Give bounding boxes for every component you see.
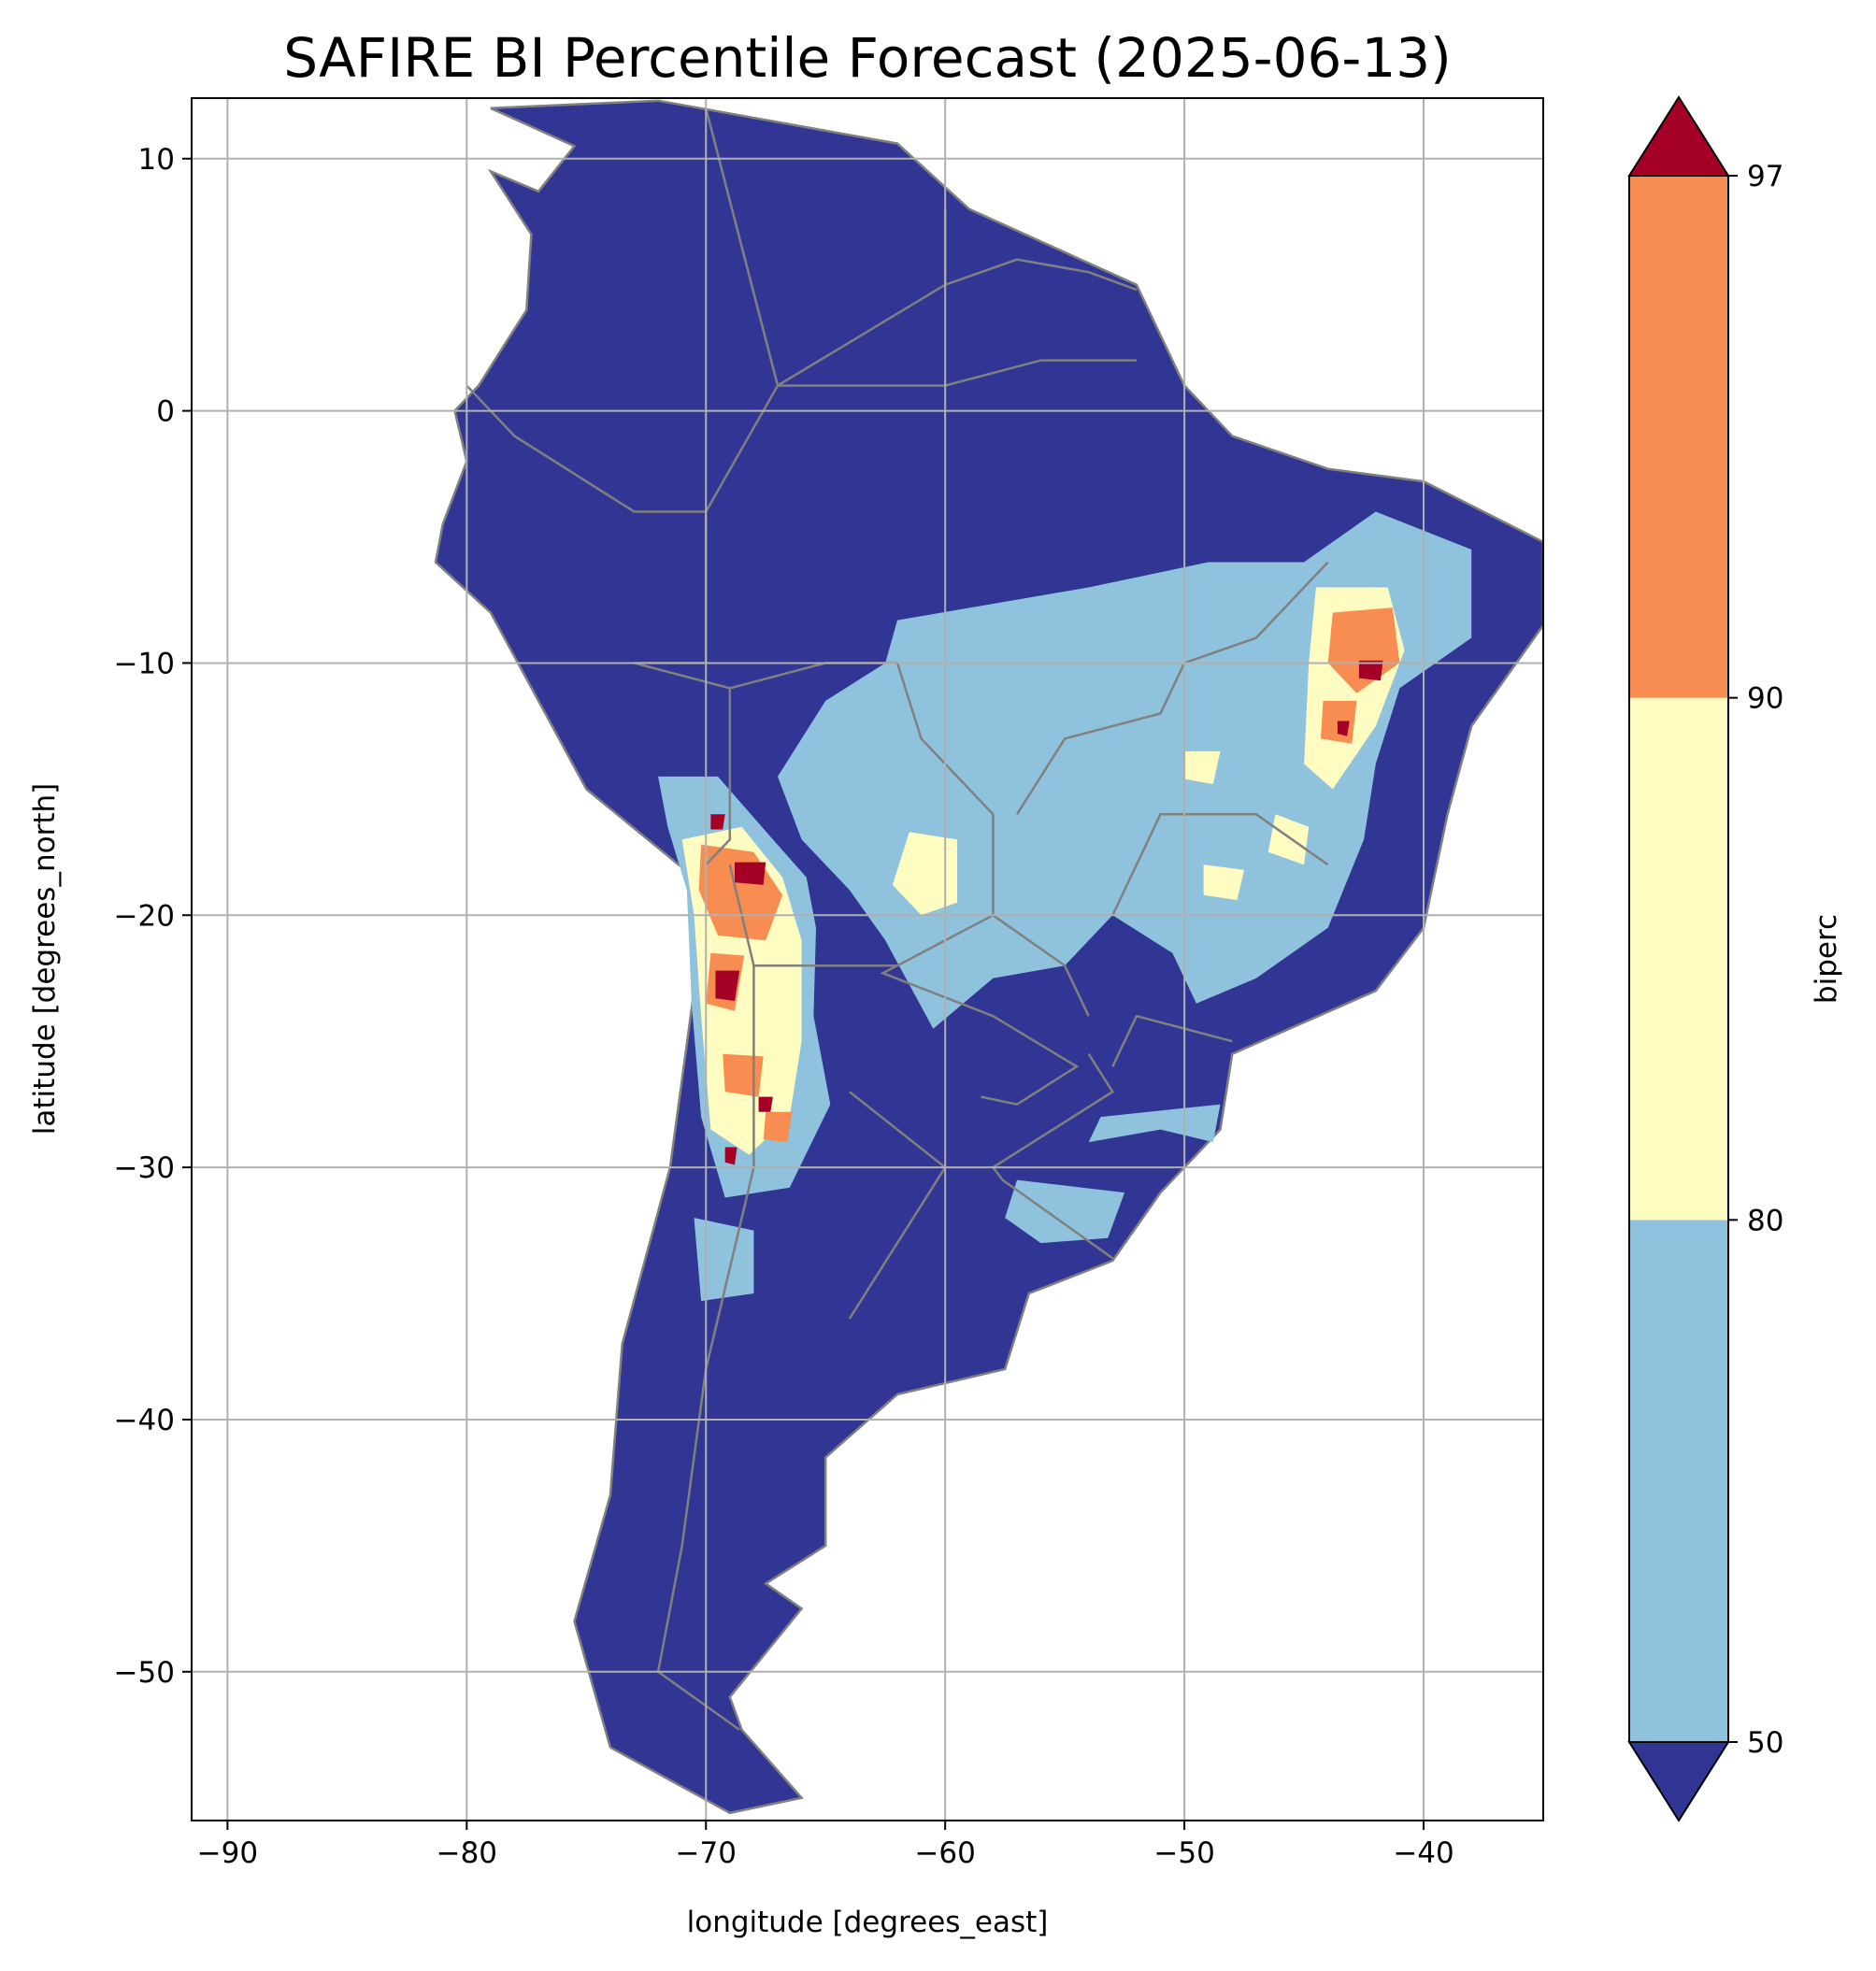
y-tick-label: 10 [138, 143, 175, 177]
country-border [1111, 813, 1329, 916]
colorbar-segment [1629, 176, 1728, 698]
y-tick-label: 0 [156, 395, 175, 429]
percentile-90-97-region [1327, 607, 1400, 693]
gridlines [192, 98, 1543, 1821]
colorbar-tick-label: 97 [1747, 160, 1783, 193]
y-tick-label: −20 [114, 899, 175, 933]
percentile-90-97-region [763, 1111, 793, 1143]
percentile-90-97-region [723, 1053, 764, 1097]
y-tick-label: −30 [114, 1151, 175, 1185]
plot-frame [191, 97, 1544, 1821]
percentile-80-90-region [1267, 814, 1310, 865]
map-layers [192, 98, 1543, 1821]
country-border [848, 1091, 947, 1320]
x-axis-label: longitude [degrees_east] [687, 1906, 1049, 1939]
percentile-50-80-region [1088, 1104, 1221, 1143]
percentile-above-97-region [724, 1147, 738, 1165]
x-tick-label: −40 [1393, 1836, 1454, 1870]
country-border [1015, 561, 1329, 815]
colorbar-extend-max [1627, 95, 1730, 177]
country-border [992, 914, 1090, 1017]
y-axis-ticks: 10 0 −10 −20 −30 −40 −50 [114, 143, 192, 1690]
percentile-80-90-region [892, 832, 957, 916]
percentile-above-97-layer [710, 660, 1383, 1165]
x-axis-ticks: −90 −80 −70 −60 −50 −40 [197, 1821, 1454, 1870]
colorbar-segment [1629, 697, 1728, 1221]
colorbar-segment [1629, 1220, 1728, 1742]
country-border [880, 964, 1080, 1107]
percentile-above-97-region [758, 1096, 773, 1112]
y-tick-label: −50 [114, 1656, 175, 1690]
x-tick-label: −70 [676, 1836, 737, 1870]
x-tick-label: −90 [197, 1836, 258, 1870]
colorbar-frame [1628, 175, 1729, 1743]
percentile-80-90-region [1184, 750, 1221, 784]
colorbar-tick-label: 50 [1747, 1726, 1783, 1760]
percentile-50-80-region [1005, 1179, 1125, 1244]
country-border [944, 258, 1138, 292]
percentile-above-97-region [1337, 721, 1350, 736]
percentile-above-97-region [710, 814, 725, 830]
percentile-80-90-region [1203, 864, 1245, 901]
y-tick-label: −10 [114, 647, 175, 680]
y-tick-label: −40 [114, 1404, 175, 1437]
x-tick-label: −80 [437, 1836, 497, 1870]
percentile-50-80-region [694, 1218, 754, 1302]
country-border [778, 359, 1137, 387]
percentile-above-97-region [715, 970, 740, 1001]
y-axis-label: latitude [degrees_north] [28, 783, 62, 1135]
colorbar-ticks: 50 80 90 97 [1728, 160, 1783, 1760]
percentile-above-97-region [735, 862, 766, 885]
chart-title: SAFIRE BI Percentile Forecast (2025-06-1… [283, 26, 1452, 90]
colorbar-extend-min [1627, 1741, 1730, 1822]
x-tick-label: −60 [914, 1836, 975, 1870]
colorbar-tick-label: 80 [1747, 1204, 1783, 1237]
colorbar-label: biperc [1810, 914, 1843, 1004]
percentile-above-97-region [1358, 660, 1383, 681]
country-border [1111, 1014, 1233, 1067]
colorbar-tick-label: 90 [1747, 682, 1783, 716]
x-tick-label: −50 [1153, 1836, 1214, 1870]
country-border [465, 107, 780, 513]
country-border [656, 965, 755, 1731]
colorbar [1627, 95, 1730, 1822]
